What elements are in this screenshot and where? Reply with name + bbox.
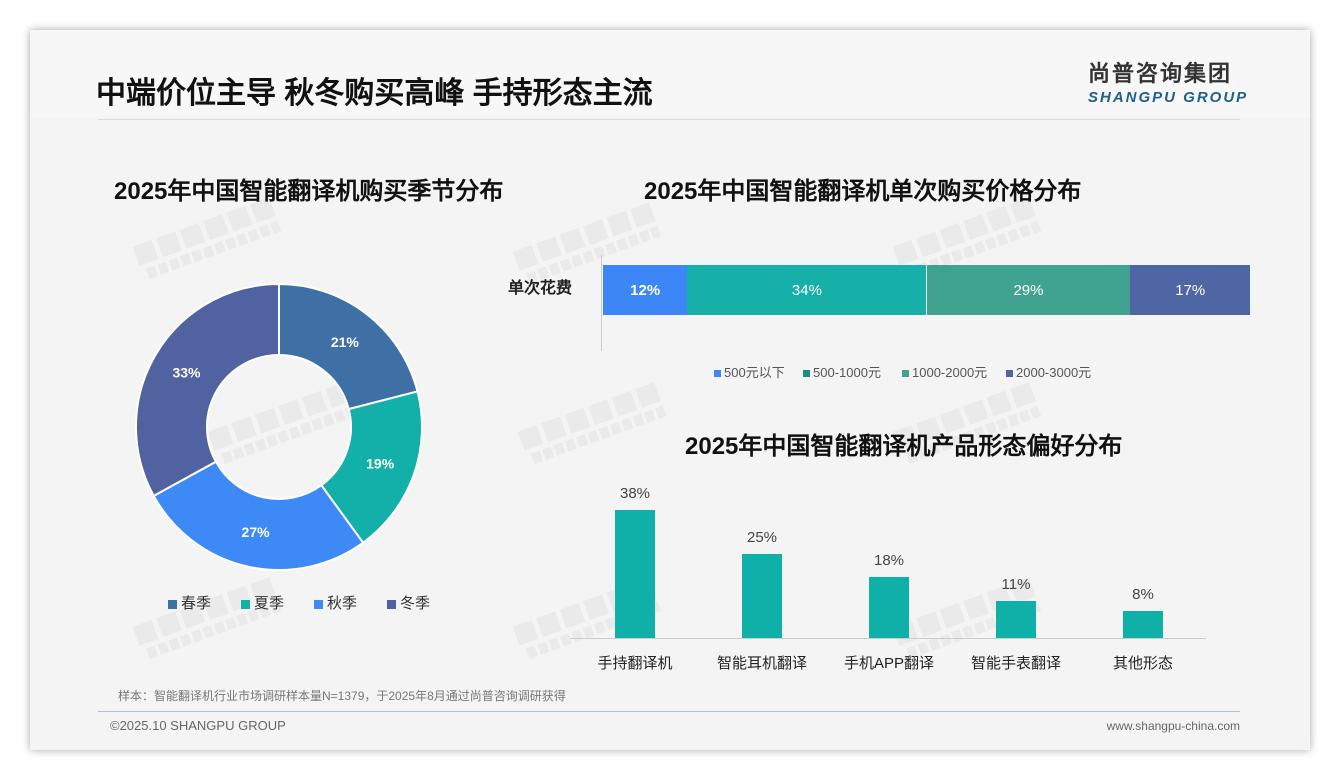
stack-segment: 29% xyxy=(926,265,1131,315)
legend-label: 500元以下 xyxy=(724,365,785,380)
legend-item: 春季 xyxy=(168,595,211,613)
legend-label: 500-1000元 xyxy=(813,365,881,380)
page-title: 中端价位主导 秋冬购买高峰 手持形态主流 xyxy=(96,77,653,110)
legend-label: 秋季 xyxy=(327,595,358,612)
stack-segment: 17% xyxy=(1130,265,1250,315)
donut-label: 27% xyxy=(242,524,271,540)
bar-value-label: 11% xyxy=(1001,575,1031,593)
legend-label: 冬季 xyxy=(400,595,431,612)
price-category-label: 单次花费 xyxy=(508,280,573,297)
legend-swatch xyxy=(803,369,810,377)
bar-category-label: 智能耳机翻译 xyxy=(716,655,807,672)
logo-cn: 尚普咨询集团 xyxy=(1088,61,1233,86)
website-link[interactable]: www.shangpu-china.com xyxy=(1106,719,1240,733)
price-chart-title: 2025年中国智能翻译机单次购买价格分布 xyxy=(644,178,1082,205)
legend-item: 500-1000元 xyxy=(803,365,881,381)
form-chart-title: 2025年中国智能翻译机产品形态偏好分布 xyxy=(685,433,1123,460)
season-chart-title: 2025年中国智能翻译机购买季节分布 xyxy=(114,178,504,205)
donut-slice-4 xyxy=(135,282,280,498)
slide: 中端价位主导 秋冬购买高峰 手持形态主流 尚普咨询集团 SHANGPU GROU… xyxy=(30,30,1310,750)
bar-category-label: 手机APP翻译 xyxy=(843,655,934,672)
bar-category-label: 其他形态 xyxy=(1112,655,1173,672)
legend-swatch xyxy=(1006,369,1013,377)
bar-value-label: 8% xyxy=(1132,586,1154,603)
bar-value-label: 38% xyxy=(619,484,651,502)
bar xyxy=(869,577,909,638)
legend-item: 1000-2000元 xyxy=(902,365,987,381)
footer-divider xyxy=(98,711,1240,712)
stack-segment: 12% xyxy=(603,265,688,315)
form-baseline xyxy=(570,638,1206,639)
legend-item: 夏季 xyxy=(241,595,284,613)
copyright: ©2025.10 SHANGPU GROUP xyxy=(110,718,286,733)
legend-item: 500元以下 xyxy=(714,365,785,381)
legend-label: 春季 xyxy=(181,595,212,612)
season-donut-chart: 21% 19% 27% 33% xyxy=(135,282,423,571)
donut-label: 19% xyxy=(366,455,395,471)
donut-slice-1 xyxy=(278,282,419,411)
legend-label: 1000-2000元 xyxy=(912,365,988,380)
bar xyxy=(1123,611,1163,638)
legend-swatch xyxy=(714,369,721,377)
bar xyxy=(996,600,1036,638)
legend-label: 2000-3000元 xyxy=(1016,365,1092,380)
bar-value-label: 25% xyxy=(746,528,778,546)
legend-swatch xyxy=(387,599,396,609)
legend-swatch xyxy=(902,369,909,377)
price-axis xyxy=(601,255,602,351)
legend-swatch xyxy=(241,599,250,609)
header-band xyxy=(30,30,1310,118)
bar-category-label: 手持翻译机 xyxy=(597,655,673,672)
stack-segment: 34% xyxy=(687,265,927,315)
sample-note: 样本：智能翻译机行业市场调研样本量N=1379，于2025年8月通过尚普咨询调研… xyxy=(118,689,566,703)
donut-label: 21% xyxy=(331,334,360,350)
logo-en: SHANGPU GROUP xyxy=(1088,89,1249,106)
legend-label: 夏季 xyxy=(254,595,285,612)
legend-item: 冬季 xyxy=(387,595,430,613)
legend-item: 2000-3000元 xyxy=(1006,365,1091,381)
donut-slice-2 xyxy=(319,390,423,545)
divider xyxy=(98,119,1240,120)
legend-swatch xyxy=(168,599,177,609)
bar xyxy=(615,509,655,638)
bar-value-label: 18% xyxy=(873,552,905,570)
legend-swatch xyxy=(314,599,323,609)
donut-slice-3 xyxy=(152,460,365,571)
bar-category-label: 智能手表翻译 xyxy=(970,655,1061,672)
donut-label: 33% xyxy=(172,364,201,380)
bar xyxy=(742,553,782,638)
legend-item: 秋季 xyxy=(314,595,357,613)
